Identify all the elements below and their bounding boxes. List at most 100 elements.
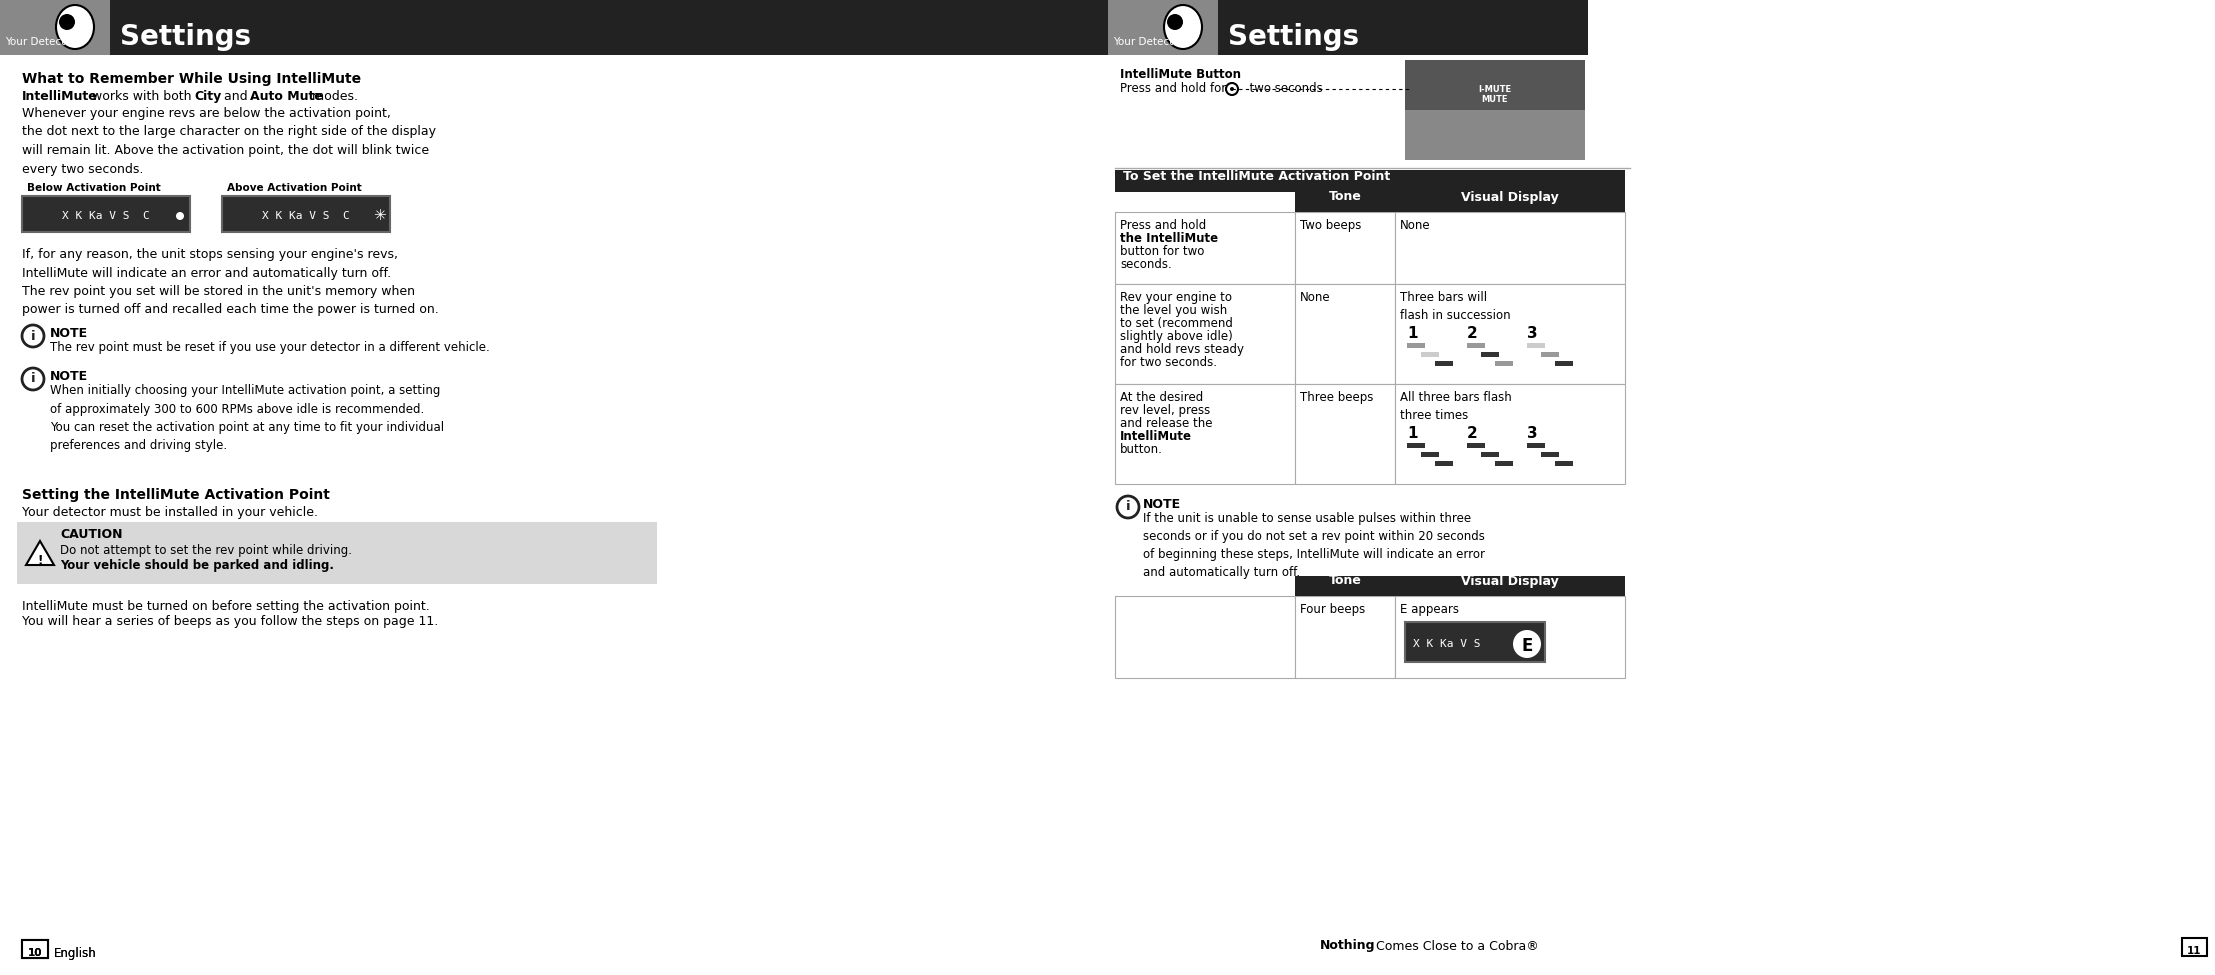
Bar <box>0 0 111 55</box>
Bar <box>1555 361 1573 366</box>
Bar <box>1296 212 1395 284</box>
Bar <box>222 196 390 232</box>
Text: and release the: and release the <box>1121 417 1212 430</box>
Bar <box>1482 452 1500 457</box>
Text: IntelliMute Button: IntelliMute Button <box>1121 68 1240 81</box>
Bar <box>1296 596 1395 678</box>
Text: You will hear a series of beeps as you follow the steps on page 11.: You will hear a series of beeps as you f… <box>22 615 439 628</box>
Text: Comes Close to a Cobra®: Comes Close to a Cobra® <box>1371 940 1539 953</box>
Bar <box>1404 60 1586 160</box>
Bar <box>1395 212 1626 284</box>
Text: Above Activation Point: Above Activation Point <box>226 183 361 193</box>
Text: i: i <box>31 330 35 342</box>
Circle shape <box>60 14 75 30</box>
Text: 2: 2 <box>1466 426 1477 441</box>
Text: To Set the IntelliMute Activation Point: To Set the IntelliMute Activation Point <box>1123 170 1391 182</box>
Text: City: City <box>195 90 222 103</box>
Text: 1: 1 <box>1407 426 1418 441</box>
Text: Settings: Settings <box>120 23 250 51</box>
Text: Your vehicle should be parked and idling.: Your vehicle should be parked and idling… <box>60 559 334 572</box>
Bar <box>1395 596 1626 678</box>
Text: button.: button. <box>1121 443 1163 456</box>
Text: 10: 10 <box>29 948 42 958</box>
Text: ✳: ✳ <box>374 209 385 223</box>
Text: Press and hold: Press and hold <box>1121 219 1207 232</box>
Bar <box>1395 576 1626 596</box>
Text: IntelliMute must be turned on before setting the activation point.: IntelliMute must be turned on before set… <box>22 600 430 613</box>
Bar <box>1482 352 1500 357</box>
Text: Your Detector: Your Detector <box>4 37 75 47</box>
Text: Three beeps: Three beeps <box>1300 391 1373 404</box>
Text: to set (recommend: to set (recommend <box>1121 317 1234 330</box>
Text: None: None <box>1400 219 1431 232</box>
Ellipse shape <box>55 5 93 49</box>
Text: 2: 2 <box>1466 326 1477 341</box>
Text: None: None <box>1300 291 1331 304</box>
Bar <box>22 940 49 958</box>
Text: If the unit is unable to sense usable pulses within three
seconds or if you do n: If the unit is unable to sense usable pu… <box>1143 512 1484 579</box>
Text: 3: 3 <box>1526 326 1537 341</box>
Text: slightly above idle): slightly above idle) <box>1121 330 1234 343</box>
Bar <box>1407 343 1424 348</box>
Text: 11: 11 <box>2186 946 2202 956</box>
Bar <box>1404 60 1586 110</box>
Circle shape <box>22 325 44 347</box>
Bar <box>1108 0 1588 55</box>
Bar <box>1114 212 1296 284</box>
Text: Tone: Tone <box>1329 574 1362 588</box>
Circle shape <box>22 368 44 390</box>
Text: 1: 1 <box>1407 326 1418 341</box>
Bar <box>1296 192 1395 212</box>
Text: and: and <box>219 90 253 103</box>
Bar <box>1395 284 1626 384</box>
Text: modes.: modes. <box>308 90 359 103</box>
Text: Visual Display: Visual Display <box>1462 190 1559 204</box>
Text: works with both: works with both <box>89 90 195 103</box>
Bar <box>1296 284 1395 384</box>
Text: X K Ka V S  C: X K Ka V S C <box>261 211 350 221</box>
Text: IntelliMute: IntelliMute <box>22 90 97 103</box>
Text: Press and hold for: Press and hold for <box>1121 82 1229 95</box>
Text: English: English <box>53 947 97 959</box>
Text: CAUTION: CAUTION <box>60 528 122 541</box>
Text: English: English <box>53 947 97 959</box>
Text: !: ! <box>38 554 42 566</box>
Bar <box>1114 596 1296 678</box>
Bar <box>22 940 49 958</box>
Bar <box>1422 452 1440 457</box>
Text: When initially choosing your IntelliMute activation point, a setting
of approxim: When initially choosing your IntelliMute… <box>51 384 445 452</box>
Bar <box>0 0 1108 55</box>
Text: The rev point must be reset if you use your detector in a different vehicle.: The rev point must be reset if you use y… <box>51 341 490 354</box>
Bar <box>18 522 658 584</box>
Text: If, for any reason, the unit stops sensing your engine's revs,
IntelliMute will : If, for any reason, the unit stops sensi… <box>22 248 399 280</box>
Bar <box>1542 352 1559 357</box>
Circle shape <box>1229 87 1234 91</box>
Text: IntelliMute: IntelliMute <box>1121 430 1192 443</box>
Bar <box>1526 443 1546 448</box>
Text: Whenever your engine revs are below the activation point,
the dot next to the la: Whenever your engine revs are below the … <box>22 107 436 176</box>
Bar <box>1526 343 1546 348</box>
Text: NOTE: NOTE <box>51 370 89 383</box>
Text: for two seconds.: for two seconds. <box>1121 356 1216 369</box>
Bar <box>1395 192 1626 212</box>
Bar <box>1407 443 1424 448</box>
Text: the level you wish: the level you wish <box>1121 304 1227 317</box>
Text: 3: 3 <box>1526 426 1537 441</box>
Text: i: i <box>31 372 35 385</box>
Text: two seconds: two seconds <box>1243 82 1322 95</box>
Text: Settings: Settings <box>1227 23 1360 51</box>
Text: All three bars flash
three times: All three bars flash three times <box>1400 391 1513 422</box>
Text: i: i <box>1125 500 1130 514</box>
Text: button for two: button for two <box>1121 245 1205 258</box>
Bar <box>1466 443 1484 448</box>
Bar <box>1422 352 1440 357</box>
Text: 10: 10 <box>29 948 42 958</box>
Bar <box>1395 384 1626 484</box>
Bar <box>1495 361 1513 366</box>
Bar <box>1404 110 1586 160</box>
Text: At the desired: At the desired <box>1121 391 1203 404</box>
Text: E: E <box>1522 637 1533 655</box>
Bar <box>1435 461 1453 466</box>
Text: Four beeps: Four beeps <box>1300 603 1364 616</box>
Bar <box>1108 0 1218 55</box>
